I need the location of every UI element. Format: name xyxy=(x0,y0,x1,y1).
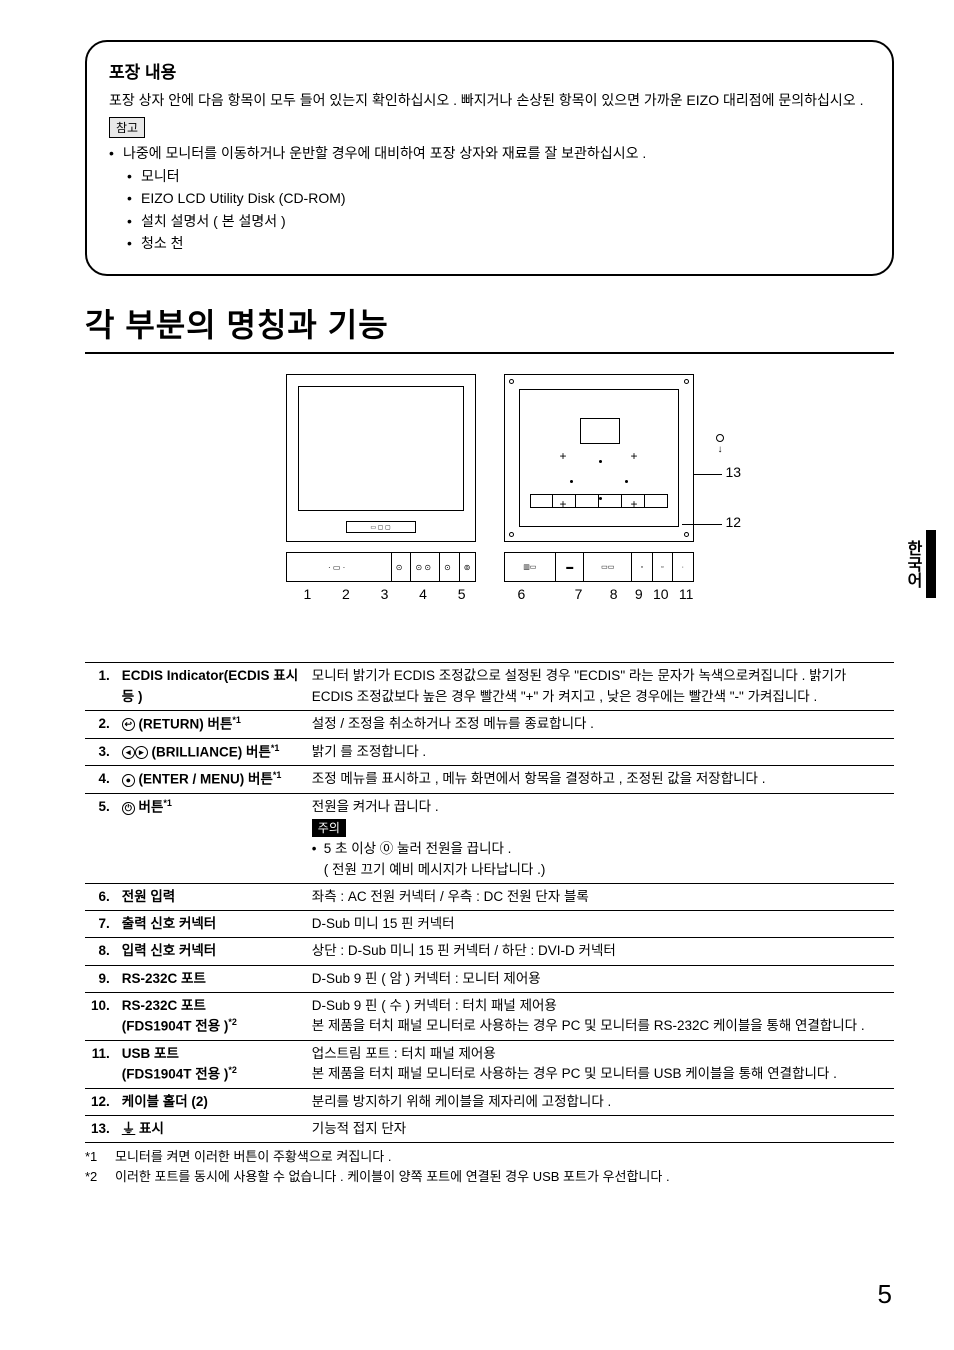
table-desc: 분리를 방지하기 위해 케이블을 제자리에 고정합니다 . xyxy=(306,1088,894,1115)
table-desc: D-Sub 미니 15 핀 커넥터 xyxy=(306,911,894,938)
table-desc: 설정 / 조정을 취소하거나 조정 메뉴를 종료합니다 . xyxy=(306,710,894,738)
list-item: 모니터 xyxy=(127,165,870,187)
table-row: 1. ECDIS Indicator(ECDIS 표시등 ) 모니터 밝기가 E… xyxy=(85,663,894,711)
table-desc: 업스트림 포트 : 터치 패널 제어용 본 제품을 터치 패널 모니터로 사용하… xyxy=(306,1040,894,1088)
enter-icon: ● xyxy=(122,774,135,787)
diagram-label: 3 xyxy=(381,586,389,602)
diagram-label: 5 xyxy=(458,586,466,602)
diagram-label: 2 xyxy=(342,586,350,602)
back-plate: + + + + xyxy=(519,389,679,527)
table-row: 9. RS-232C 포트 D-Sub 9 핀 ( 암 ) 커넥터 : 모니터 … xyxy=(85,965,894,992)
ground-icon xyxy=(716,434,724,442)
warning-badge: 주의 xyxy=(312,819,346,837)
power-icon: ⏻ xyxy=(122,802,135,815)
front-diagram: ▭ ▢ ▢ · ▭ · ⊙ ⊙ ⊙ ⊙ ⊚ 1 2 3 4 5 xyxy=(286,374,476,602)
package-items-list: 모니터 EIZO LCD Utility Disk (CD-ROM) 설치 설명… xyxy=(109,165,870,255)
front-control-panel: · ▭ · ⊙ ⊙ ⊙ ⊙ ⊚ xyxy=(286,552,476,582)
footnote: *1 모니터를 켜면 이러한 버튼이 주황색으로 켜집니다 . xyxy=(85,1147,894,1167)
table-row: 8. 입력 신호 커넥터 상단 : D-Sub 미니 15 핀 커넥터 / 하단… xyxy=(85,938,894,965)
table-desc: 조정 메뉴를 표시하고 , 메뉴 화면에서 항목을 결정하고 , 조정된 값을 … xyxy=(306,766,894,794)
arrow-down-icon: ↓ xyxy=(718,444,723,455)
section-heading: 각 부분의 명칭과 기능 xyxy=(85,300,894,354)
table-row: 12. 케이블 홀더 (2) 분리를 방지하기 위해 케이블을 제자리에 고정합… xyxy=(85,1088,894,1115)
diagram-area: ▭ ▢ ▢ · ▭ · ⊙ ⊙ ⊙ ⊙ ⊚ 1 2 3 4 5 + + + xyxy=(85,374,894,602)
diagram-label: 11 xyxy=(679,586,694,602)
footnotes: *1 모니터를 켜면 이러한 버튼이 주황색으로 켜집니다 . *2 이러한 포… xyxy=(85,1147,894,1186)
front-monitor-outline: ▭ ▢ ▢ xyxy=(286,374,476,542)
parts-table: 1. ECDIS Indicator(ECDIS 표시등 ) 모니터 밝기가 E… xyxy=(85,662,894,1143)
diagram-label: 1 xyxy=(304,586,312,602)
table-desc: 상단 : D-Sub 미니 15 핀 커넥터 / 하단 : DVI-D 커넥터 xyxy=(306,938,894,965)
back-connector-strip xyxy=(530,494,668,508)
back-number-labels: 6 7 8 9 10 11 xyxy=(504,582,694,602)
back-diagram: + + + + ▥▭ ▬ ▭▭ xyxy=(504,374,694,602)
diagram-label: 7 xyxy=(575,586,583,602)
back-connector-panel: ▥▭ ▬ ▭▭ ▫ ▫ · xyxy=(504,552,694,582)
table-desc: D-Sub 9 핀 ( 수 ) 커넥터 : 터치 패널 제어용 본 제품을 터치… xyxy=(306,992,894,1040)
front-screen xyxy=(298,386,464,511)
table-row: 10. RS-232C 포트(FDS1904T 전용 )*2 D-Sub 9 핀… xyxy=(85,992,894,1040)
back-inner-rect xyxy=(580,418,620,444)
return-icon: ↩ xyxy=(122,718,135,731)
list-item: EIZO LCD Utility Disk (CD-ROM) xyxy=(127,187,870,209)
table-desc: 기능적 접지 단자 xyxy=(306,1116,894,1143)
box-description: 포장 상자 안에 다음 항목이 모두 들어 있는지 확인하십시오 . 빠지거나 … xyxy=(109,89,870,111)
table-desc: 모니터 밝기가 ECDIS 조정값으로 설정된 경우 "ECDIS" 라는 문자… xyxy=(306,663,894,711)
table-row: 11. USB 포트(FDS1904T 전용 )*2 업스트림 포트 : 터치 … xyxy=(85,1040,894,1088)
table-desc: D-Sub 9 핀 ( 암 ) 커넥터 : 모니터 제어용 xyxy=(306,965,894,992)
package-contents-box: 포장 내용 포장 상자 안에 다음 항목이 모두 들어 있는지 확인하십시오 .… xyxy=(85,40,894,276)
ground-icon: ⏚ xyxy=(122,1121,136,1136)
diagram-label: 8 xyxy=(610,586,618,602)
page-number: 5 xyxy=(878,1279,892,1310)
diagram-label: 10 xyxy=(653,586,669,602)
right-icon: ▸ xyxy=(135,746,148,759)
diagram-label: 9 xyxy=(635,586,643,602)
front-number-labels: 1 2 3 4 5 xyxy=(286,582,476,602)
diagram-label: 6 xyxy=(518,586,526,602)
table-row: 6. 전원 입력 좌측 : AC 전원 커넥터 / 우측 : DC 전원 단자 … xyxy=(85,883,894,910)
table-row: 4. ● (ENTER / MENU) 버튼*1 조정 메뉴를 표시하고 , 메… xyxy=(85,766,894,794)
language-tab: 한국어 xyxy=(898,530,936,598)
table-desc: 밝기 를 조정합니다 . xyxy=(306,738,894,766)
list-item: 설치 설명서 ( 본 설명서 ) xyxy=(127,210,870,232)
box-title: 포장 내용 xyxy=(109,58,870,83)
table-row: 13. ⏚ 표시 기능적 접지 단자 xyxy=(85,1116,894,1143)
table-row: 7. 출력 신호 커넥터 D-Sub 미니 15 핀 커넥터 xyxy=(85,911,894,938)
note-badge: 참고 xyxy=(109,117,145,138)
list-item: 청소 천 xyxy=(127,232,870,254)
table-row: 3. ◂▸ (BRILLIANCE) 버튼*1 밝기 를 조정합니다 . xyxy=(85,738,894,766)
front-button-strip: ▭ ▢ ▢ xyxy=(346,521,416,533)
table-row: 2. ↩ (RETURN) 버튼*1 설정 / 조정을 취소하거나 조정 메뉴를… xyxy=(85,710,894,738)
note-list: 나중에 모니터를 이동하거나 운반할 경우에 대비하여 포장 상자와 재료를 잘… xyxy=(109,142,870,164)
footnote: *2 이러한 포트를 동시에 사용할 수 없습니다 . 케이블이 양쪽 포트에 … xyxy=(85,1167,894,1187)
note-main-bullet: 나중에 모니터를 이동하거나 운반할 경우에 대비하여 포장 상자와 재료를 잘… xyxy=(109,142,870,164)
table-row: 5. ⏻ 버튼*1 전원을 켜거나 끕니다 . 주의 5 초 이상 ⓪ 눌러 전… xyxy=(85,794,894,884)
table-desc: 전원을 켜거나 끕니다 . 주의 5 초 이상 ⓪ 눌러 전원을 끕니다 . (… xyxy=(306,794,894,884)
table-desc: 좌측 : AC 전원 커넥터 / 우측 : DC 전원 단자 블록 xyxy=(306,883,894,910)
back-monitor-outline: + + + + xyxy=(504,374,694,542)
left-icon: ◂ xyxy=(122,746,135,759)
diagram-label-13: 13 xyxy=(726,464,742,480)
diagram-label-12: 12 xyxy=(726,514,742,530)
diagram-label: 4 xyxy=(419,586,427,602)
